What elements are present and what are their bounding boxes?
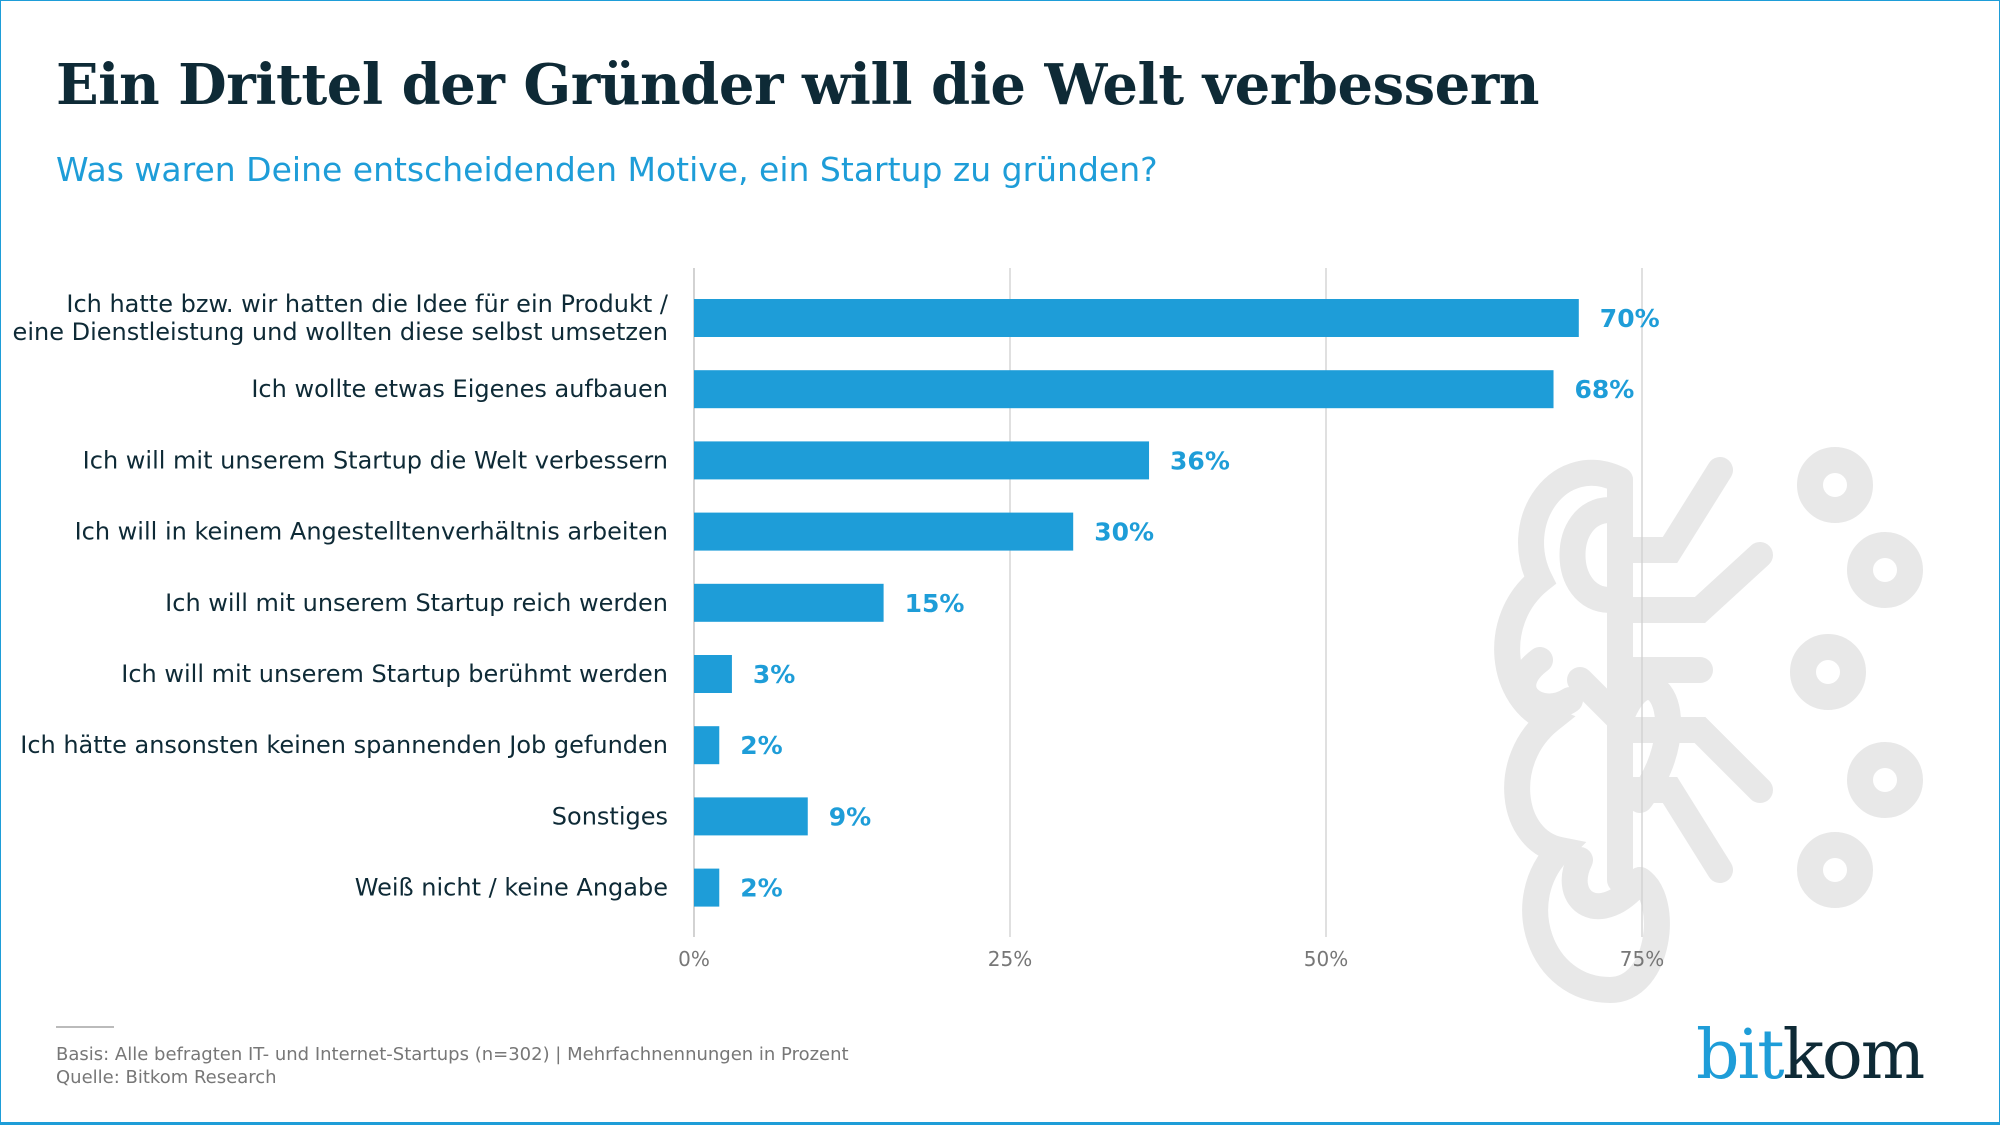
x-tick-label: 50% — [1304, 947, 1348, 971]
chart-title: Ein Drittel der Gründer will die Welt ve… — [56, 52, 1540, 118]
value-label: 30% — [1094, 518, 1154, 547]
category-label-line: Ich will mit unserem Startup reich werde… — [165, 589, 668, 617]
category-label: Ich wollte etwas Eigenes aufbauen — [251, 375, 668, 403]
x-tick-label: 0% — [678, 947, 710, 971]
category-label: Ich will mit unserem Startup die Welt ve… — [83, 446, 668, 474]
value-label: 68% — [1575, 375, 1635, 404]
chart-subtitle: Was waren Deine entscheidenden Motive, e… — [56, 150, 1158, 189]
bar — [694, 299, 1579, 337]
footer-basis: Basis: Alle befragten IT- und Internet-S… — [56, 1044, 849, 1065]
footer-divider — [56, 1026, 114, 1028]
category-label: Sonstiges — [552, 802, 668, 830]
category-label-line: Ich will mit unserem Startup die Welt ve… — [83, 446, 668, 474]
bar — [694, 655, 732, 693]
value-label: 9% — [829, 802, 871, 831]
bar — [694, 726, 720, 765]
bar — [694, 512, 1074, 551]
category-label: Ich hätte ansonsten keinen spannenden Jo… — [20, 731, 668, 759]
bar — [694, 441, 1150, 480]
category-label-line: Ich hätte ansonsten keinen spannenden Jo… — [20, 731, 668, 759]
brain-circuit-watermark-icon — [1494, 447, 1923, 1004]
x-tick-label: 25% — [988, 947, 1032, 971]
category-label-line: Ich will mit unserem Startup berühmt wer… — [121, 660, 668, 688]
category-label-line: Ich hatte bzw. wir hatten die Idee für e… — [66, 290, 669, 318]
bar — [694, 868, 720, 907]
x-tick-label: 75% — [1620, 947, 1664, 971]
category-label-line: Ich wollte etwas Eigenes aufbauen — [251, 375, 668, 403]
value-label: 70% — [1600, 304, 1660, 333]
category-label-line: Ich will in keinem Angestelltenverhältni… — [75, 518, 668, 546]
footer-source: Quelle: Bitkom Research — [56, 1067, 277, 1088]
value-label: 36% — [1170, 446, 1230, 475]
bar — [694, 797, 808, 836]
logo-part-kom: kom — [1782, 1016, 1926, 1095]
value-label: 2% — [740, 731, 782, 760]
category-label-line: eine Dienstleistung und wollten diese se… — [13, 318, 668, 346]
value-label: 2% — [740, 874, 782, 903]
category-label: Ich will in keinem Angestelltenverhältni… — [75, 518, 668, 546]
value-label: 15% — [905, 589, 965, 618]
category-label: Ich will mit unserem Startup reich werde… — [165, 589, 668, 617]
bitkom-logo: bitkom — [1696, 1016, 1926, 1095]
category-label: Ich will mit unserem Startup berühmt wer… — [121, 660, 668, 688]
category-label-line: Weiß nicht / keine Angabe — [355, 874, 668, 902]
bar — [694, 583, 884, 622]
category-label: Ich hatte bzw. wir hatten die Idee für e… — [13, 290, 669, 346]
bar — [694, 370, 1554, 409]
category-label: Weiß nicht / keine Angabe — [355, 874, 668, 902]
logo-part-bit: bit — [1696, 1016, 1785, 1095]
value-label: 3% — [753, 660, 795, 689]
category-label-line: Sonstiges — [552, 802, 668, 830]
